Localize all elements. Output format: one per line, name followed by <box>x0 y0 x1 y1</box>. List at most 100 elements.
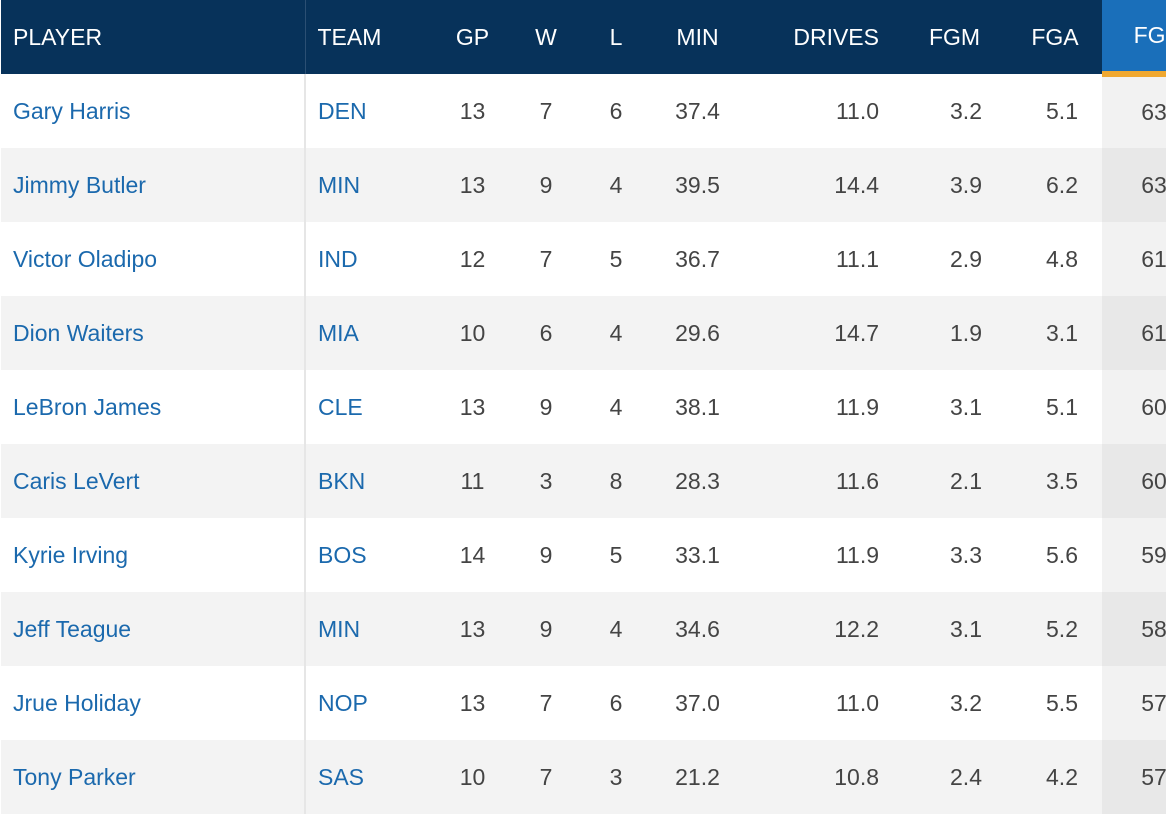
column-header-fg-pct-sorted[interactable]: FG% <box>1102 0 1166 77</box>
player-name-link[interactable]: Jimmy Butler <box>1 148 305 222</box>
cell-min: 21.2 <box>650 740 745 814</box>
cell-l: 4 <box>582 592 650 666</box>
player-name-link[interactable]: Victor Oladipo <box>1 222 305 296</box>
cell-min: 29.6 <box>650 296 745 370</box>
cell-w: 6 <box>510 296 582 370</box>
cell-drives: 11.0 <box>745 666 901 740</box>
cell-fg-pct: 60.5 <box>1102 444 1166 518</box>
cell-gp: 13 <box>435 666 510 740</box>
player-name-link[interactable]: Tony Parker <box>1 740 305 814</box>
cell-fga: 3.1 <box>1008 296 1102 370</box>
cell-fgm: 3.1 <box>901 370 1008 444</box>
player-name-link[interactable]: Caris LeVert <box>1 444 305 518</box>
player-name-link[interactable]: LeBron James <box>1 370 305 444</box>
cell-fg-pct: 57.1 <box>1102 740 1166 814</box>
team-link[interactable]: SAS <box>304 740 435 814</box>
cell-l: 4 <box>582 370 650 444</box>
cell-fg-pct: 57.7 <box>1102 666 1166 740</box>
cell-l: 3 <box>582 740 650 814</box>
team-link[interactable]: DEN <box>304 74 435 148</box>
cell-l: 6 <box>582 74 650 148</box>
cell-min: 28.3 <box>650 444 745 518</box>
cell-w: 7 <box>510 74 582 148</box>
cell-drives: 11.6 <box>745 444 901 518</box>
column-header-gp[interactable]: GP <box>435 0 510 74</box>
cell-drives: 11.1 <box>745 222 901 296</box>
cell-l: 8 <box>582 444 650 518</box>
player-name-link[interactable]: Jrue Holiday <box>1 666 305 740</box>
cell-l: 4 <box>582 148 650 222</box>
team-link[interactable]: BKN <box>304 444 435 518</box>
cell-gp: 13 <box>435 592 510 666</box>
cell-fgm: 2.9 <box>901 222 1008 296</box>
cell-fg-pct: 61.4 <box>1102 222 1166 296</box>
cell-gp: 12 <box>435 222 510 296</box>
cell-min: 39.5 <box>650 148 745 222</box>
cell-fga: 5.5 <box>1008 666 1102 740</box>
column-header-drives[interactable]: DRIVES <box>745 0 901 74</box>
cell-l: 5 <box>582 518 650 592</box>
cell-l: 6 <box>582 666 650 740</box>
cell-fgm: 3.9 <box>901 148 1008 222</box>
cell-gp: 11 <box>435 444 510 518</box>
cell-drives: 10.8 <box>745 740 901 814</box>
cell-fga: 6.2 <box>1008 148 1102 222</box>
team-link[interactable]: BOS <box>304 518 435 592</box>
cell-fg-pct: 58.8 <box>1102 592 1166 666</box>
column-header-min[interactable]: MIN <box>650 0 745 74</box>
cell-drives: 12.2 <box>745 592 901 666</box>
cell-w: 3 <box>510 444 582 518</box>
team-link[interactable]: MIN <box>304 148 435 222</box>
cell-l: 4 <box>582 296 650 370</box>
cell-fgm: 2.4 <box>901 740 1008 814</box>
cell-fga: 5.1 <box>1008 74 1102 148</box>
column-header-w[interactable]: W <box>510 0 582 74</box>
cell-w: 9 <box>510 518 582 592</box>
cell-drives: 14.7 <box>745 296 901 370</box>
cell-fgm: 2.1 <box>901 444 1008 518</box>
team-link[interactable]: MIA <box>304 296 435 370</box>
cell-fgm: 3.2 <box>901 666 1008 740</box>
cell-w: 7 <box>510 222 582 296</box>
column-header-player[interactable]: PLAYER <box>1 0 305 74</box>
cell-fga: 4.8 <box>1008 222 1102 296</box>
cell-min: 33.1 <box>650 518 745 592</box>
cell-fga: 3.5 <box>1008 444 1102 518</box>
cell-fga: 4.2 <box>1008 740 1102 814</box>
column-header-fgm[interactable]: FGM <box>901 0 1008 74</box>
column-header-team[interactable]: TEAM <box>304 0 435 74</box>
cell-l: 5 <box>582 222 650 296</box>
cell-w: 9 <box>510 592 582 666</box>
cell-fg-pct: 61.3 <box>1102 296 1166 370</box>
team-link[interactable]: IND <box>304 222 435 296</box>
cell-gp: 10 <box>435 740 510 814</box>
team-link[interactable]: CLE <box>304 370 435 444</box>
player-name-link[interactable]: Jeff Teague <box>1 592 305 666</box>
cell-fgm: 3.1 <box>901 592 1008 666</box>
cell-gp: 13 <box>435 74 510 148</box>
cell-drives: 11.0 <box>745 74 901 148</box>
team-link[interactable]: MIN <box>304 592 435 666</box>
player-name-link[interactable]: Kyrie Irving <box>1 518 305 592</box>
table-header: PLAYER TEAM GP W L MIN DRIVES FGM FGA FG… <box>1 0 1166 77</box>
cell-min: 37.4 <box>650 74 745 148</box>
team-link[interactable]: NOP <box>304 666 435 740</box>
cell-fga: 5.1 <box>1008 370 1102 444</box>
player-name-link[interactable]: Gary Harris <box>1 74 305 148</box>
column-header-fga[interactable]: FGA <box>1008 0 1102 74</box>
cell-w: 7 <box>510 740 582 814</box>
player-name-link[interactable]: Dion Waiters <box>1 296 305 370</box>
cell-w: 9 <box>510 148 582 222</box>
cell-min: 38.1 <box>650 370 745 444</box>
cell-fgm: 3.2 <box>901 74 1008 148</box>
cell-gp: 14 <box>435 518 510 592</box>
column-header-l[interactable]: L <box>582 0 650 74</box>
